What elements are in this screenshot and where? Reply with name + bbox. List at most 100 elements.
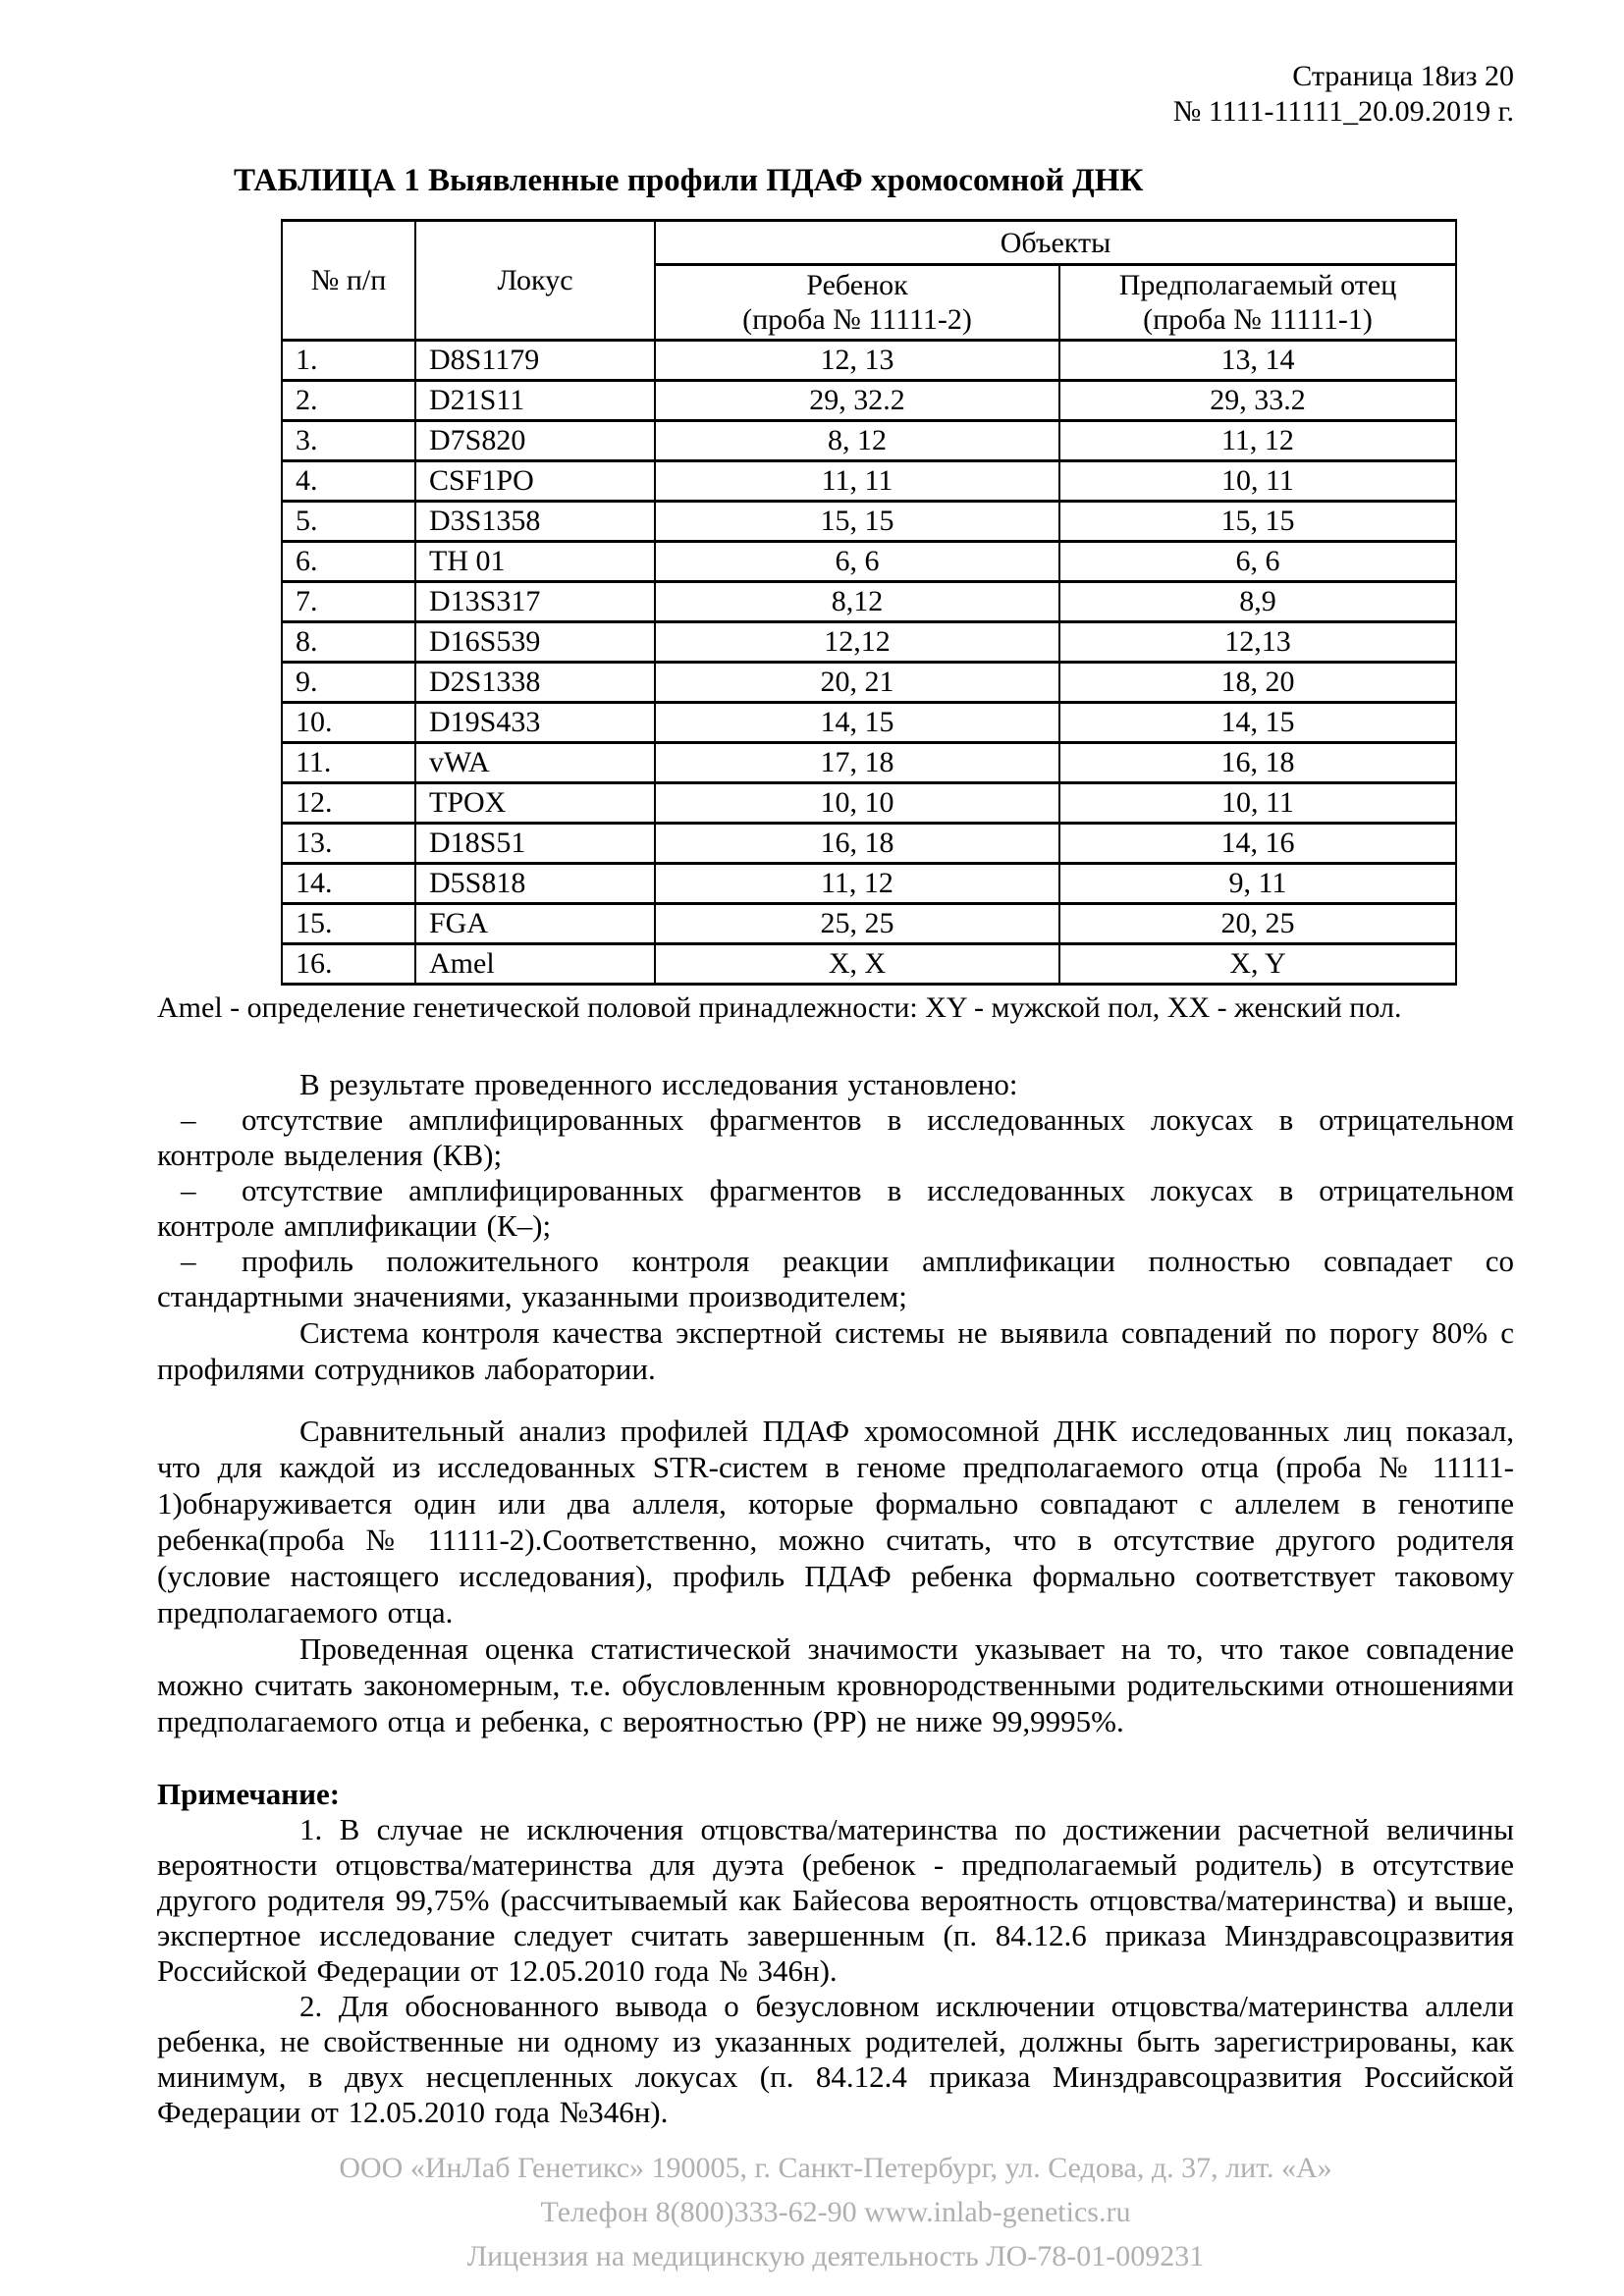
cell-child: 8, 12 xyxy=(654,419,1060,462)
table-row: 4. CSF1PO 11, 11 10, 11 xyxy=(281,459,1457,503)
cell-num: 12. xyxy=(281,781,416,825)
cell-child: 15, 15 xyxy=(654,500,1060,543)
document-number: № 1111-11111_20.09.2019 г. xyxy=(1172,95,1514,128)
bullet-text: отсутствие амплифицированных фрагментов … xyxy=(157,1173,1514,1243)
dna-profiles-table: № п/п Локус Объекты Ребенок (проба № 111… xyxy=(281,219,1457,986)
cell-num: 9. xyxy=(281,661,416,704)
cell-father: 20, 25 xyxy=(1058,902,1457,945)
table-row: 7. D13S317 8,12 8,9 xyxy=(281,580,1457,623)
table-row: 2. D21S11 29, 32.2 29, 33.2 xyxy=(281,379,1457,422)
table-title: ТАБЛИЦА 1 Выявленные профили ПДАФ хромос… xyxy=(234,163,1144,198)
bullet-item: – профиль положительного контроля реакции… xyxy=(157,1244,1514,1314)
cell-father: 16, 18 xyxy=(1058,741,1457,784)
stats-paragraph: Проведенная оценка статистической значим… xyxy=(157,1631,1514,1738)
table-row: 1. D8S1179 12, 13 13, 14 xyxy=(281,339,1457,382)
page-number: Страница 18из 20 xyxy=(1292,60,1514,92)
cell-num: 2. xyxy=(281,379,416,422)
cell-child: 12, 13 xyxy=(654,339,1060,382)
table-row: 12. TPOX 10, 10 10, 11 xyxy=(281,781,1457,825)
cell-locus: FGA xyxy=(414,902,656,945)
footer-phone-site: Телефон 8(800)333-62-90 www.inlab-geneti… xyxy=(540,2196,1131,2228)
cell-locus: D7S820 xyxy=(414,419,656,462)
bullet-item: – отсутствие амплифицированных фрагментов… xyxy=(157,1173,1514,1244)
cell-child: 16, 18 xyxy=(654,822,1060,865)
cell-locus: TH 01 xyxy=(414,540,656,583)
cell-locus: D3S1358 xyxy=(414,500,656,543)
bullet-dash: – xyxy=(181,1102,196,1137)
cell-num: 1. xyxy=(281,339,416,382)
cell-father: 14, 16 xyxy=(1058,822,1457,865)
cell-locus: Amel xyxy=(414,942,656,986)
table-row: 10. D19S433 14, 15 14, 15 xyxy=(281,701,1457,744)
table-row: 16. Amel X, X X, Y xyxy=(281,942,1457,986)
table-row: 13. D18S51 16, 18 14, 16 xyxy=(281,822,1457,865)
table-row: 11. vWA 17, 18 16, 18 xyxy=(281,741,1457,784)
cell-father: 6, 6 xyxy=(1058,540,1457,583)
cell-child: 17, 18 xyxy=(654,741,1060,784)
column-header-objects: Объекты xyxy=(654,219,1457,266)
table-row: 5. D3S1358 15, 15 15, 15 xyxy=(281,500,1457,543)
footer-company-address: ООО «ИнЛаб Генетикс» 190005, г. Санкт-Пе… xyxy=(339,2152,1332,2184)
cell-locus: D2S1338 xyxy=(414,661,656,704)
cell-locus: D8S1179 xyxy=(414,339,656,382)
cell-child: 12,12 xyxy=(654,620,1060,664)
results-intro: В результате проведенного исследования у… xyxy=(299,1067,1018,1101)
note-item-2: 2. Для обоснованного вывода о безусловно… xyxy=(157,1989,1514,2129)
note-item-1: 1. В случае не исключения отцовства/мате… xyxy=(157,1812,1514,1988)
amel-note: Amel - определение генетической половой … xyxy=(157,991,1402,1024)
table-body: 1. D8S1179 12, 13 13, 14 2. D21S11 29, 32.2 29,… xyxy=(281,339,1457,986)
table-row: 9. D2S1338 20, 21 18, 20 xyxy=(281,661,1457,704)
cell-child: 25, 25 xyxy=(654,902,1060,945)
bullet-text: профиль положительного контроля реакции … xyxy=(157,1244,1514,1313)
table-header-row-1: № п/п Локус Объекты xyxy=(281,219,1457,342)
cell-father: 8,9 xyxy=(1058,580,1457,623)
cell-locus: vWA xyxy=(414,741,656,784)
cell-father: 18, 20 xyxy=(1058,661,1457,704)
cell-child: 10, 10 xyxy=(654,781,1060,825)
cell-father: 13, 14 xyxy=(1058,339,1457,382)
cell-father: X, Y xyxy=(1058,942,1457,986)
cell-num: 7. xyxy=(281,580,416,623)
cell-locus: TPOX xyxy=(414,781,656,825)
footer-license: Лицензия на медицинскую деятельность ЛО-… xyxy=(466,2240,1205,2272)
cell-num: 10. xyxy=(281,701,416,744)
cell-locus: D5S818 xyxy=(414,862,656,905)
cell-child: 6, 6 xyxy=(654,540,1060,583)
cell-child: 14, 15 xyxy=(654,701,1060,744)
cell-num: 13. xyxy=(281,822,416,865)
cell-num: 3. xyxy=(281,419,416,462)
cell-child: 11, 11 xyxy=(654,459,1060,503)
cell-locus: D13S317 xyxy=(414,580,656,623)
cell-num: 4. xyxy=(281,459,416,503)
cell-father: 10, 11 xyxy=(1058,781,1457,825)
cell-locus: D21S11 xyxy=(414,379,656,422)
cell-child: 29, 32.2 xyxy=(654,379,1060,422)
cell-father: 9, 11 xyxy=(1058,862,1457,905)
father-probe-label: (проба № 11111-1) xyxy=(1143,303,1373,336)
cell-num: 15. xyxy=(281,902,416,945)
table-row: 14. D5S818 11, 12 9, 11 xyxy=(281,862,1457,905)
cell-locus: D19S433 xyxy=(414,701,656,744)
cell-child: 20, 21 xyxy=(654,661,1060,704)
table-row: 15. FGA 25, 25 20, 25 xyxy=(281,902,1457,945)
cell-child: 11, 12 xyxy=(654,862,1060,905)
table-row: 8. D16S539 12,12 12,13 xyxy=(281,620,1457,664)
column-header-num: № п/п xyxy=(281,219,416,342)
cell-locus: D18S51 xyxy=(414,822,656,865)
table-head: № п/п Локус Объекты Ребенок (проба № 111… xyxy=(281,219,1457,342)
cell-child: X, X xyxy=(654,942,1060,986)
table-row: 3. D7S820 8, 12 11, 12 xyxy=(281,419,1457,462)
cell-locus: D16S539 xyxy=(414,620,656,664)
column-header-locus: Локус xyxy=(414,219,656,342)
note-title: Примечание: xyxy=(157,1777,341,1811)
bullet-dash: – xyxy=(181,1173,196,1207)
table-header-row-2: Ребенок (проба № 11111-2) Предполагаемый… xyxy=(282,263,1457,342)
qc-paragraph: Система контроля качества экспертной сис… xyxy=(157,1315,1514,1386)
page-footer: ООО «ИнЛаб Генетикс» 190005, г. Санкт-Пе… xyxy=(157,2146,1514,2278)
child-probe-label: (проба № 11111-2) xyxy=(742,303,972,336)
cell-locus: CSF1PO xyxy=(414,459,656,503)
cell-father: 14, 15 xyxy=(1058,701,1457,744)
cell-father: 15, 15 xyxy=(1058,500,1457,543)
bullet-dash: – xyxy=(181,1244,196,1278)
